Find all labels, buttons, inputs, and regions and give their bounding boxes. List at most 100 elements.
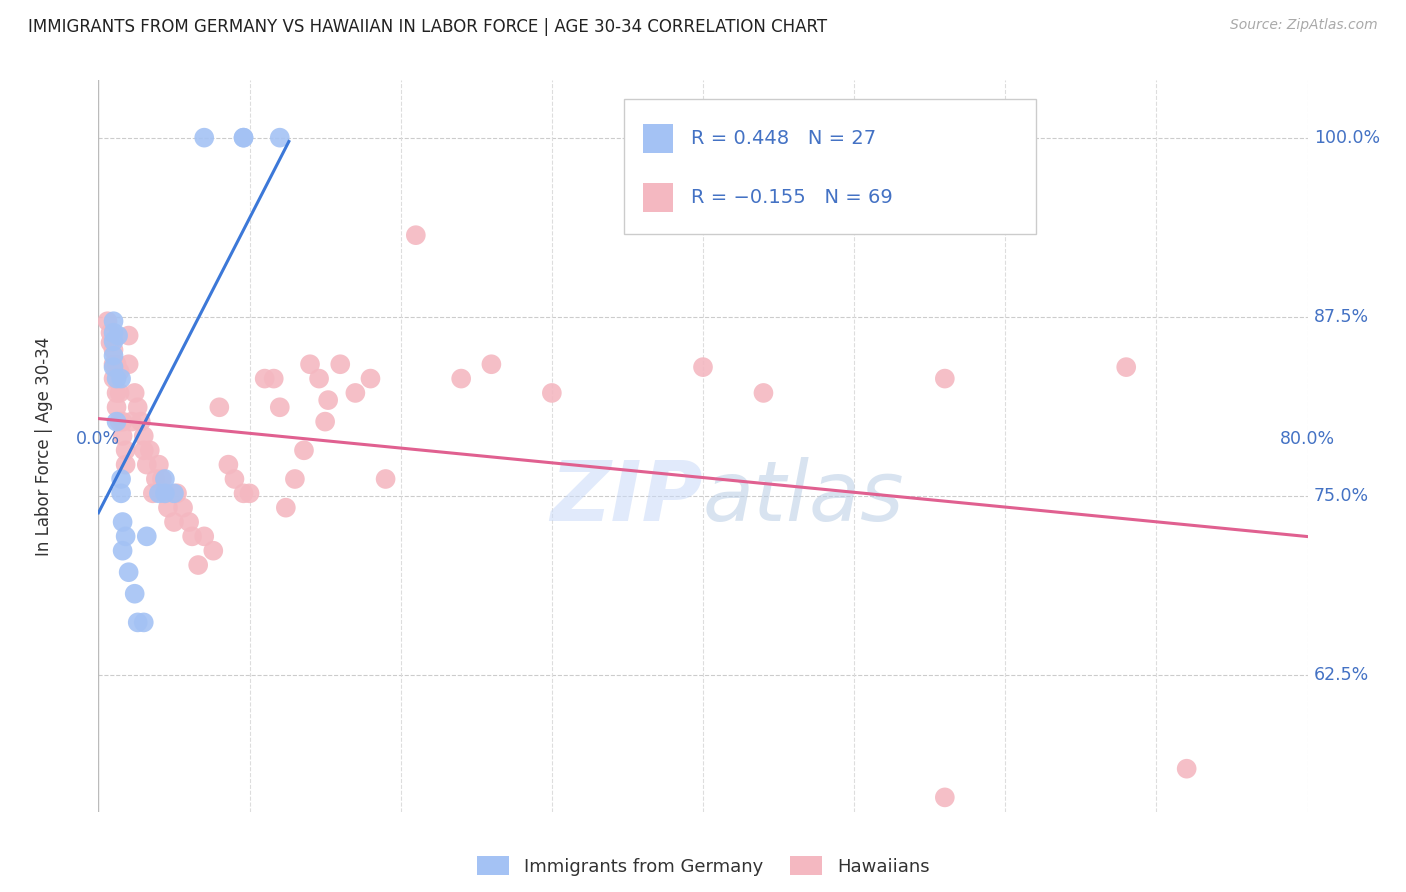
Point [232, 130, 254, 145]
Point [752, 386, 775, 401]
Point [108, 364, 131, 378]
Point [329, 357, 352, 371]
Point [118, 357, 141, 371]
Point [292, 443, 315, 458]
Point [153, 486, 176, 500]
Point [148, 458, 170, 472]
Text: 100.0%: 100.0% [1313, 128, 1379, 146]
Point [153, 486, 176, 500]
Point [239, 486, 262, 500]
Point [114, 443, 136, 458]
Point [314, 415, 336, 429]
Text: R = −0.155   N = 69: R = −0.155 N = 69 [690, 188, 893, 207]
Bar [643, 124, 672, 153]
Point [193, 130, 215, 145]
Point [127, 615, 149, 630]
Point [103, 357, 125, 371]
Point [274, 500, 297, 515]
Point [135, 458, 157, 472]
Point [450, 371, 472, 385]
Point [269, 401, 291, 415]
Point [135, 529, 157, 543]
Point [405, 228, 427, 243]
Point [308, 371, 330, 385]
Point [232, 486, 254, 500]
Point [166, 486, 188, 500]
Point [103, 349, 125, 363]
Point [934, 790, 956, 805]
Point [344, 386, 367, 401]
Point [217, 458, 239, 472]
Text: 62.5%: 62.5% [1313, 666, 1369, 684]
Point [103, 343, 125, 357]
Point [163, 486, 186, 500]
Point [103, 314, 125, 328]
Point [96, 314, 118, 328]
Point [934, 371, 956, 385]
Point [105, 386, 128, 401]
Point [145, 472, 167, 486]
Point [108, 386, 131, 401]
Text: 80.0%: 80.0% [1279, 430, 1336, 448]
Point [374, 472, 396, 486]
Point [1115, 360, 1137, 375]
Point [193, 529, 215, 543]
Point [100, 326, 122, 340]
Point [114, 529, 136, 543]
Point [132, 615, 155, 630]
Point [110, 371, 132, 385]
Point [142, 486, 165, 500]
Point [153, 472, 176, 486]
Point [150, 472, 173, 486]
Point [100, 335, 122, 350]
Text: 87.5%: 87.5% [1313, 308, 1369, 326]
Point [121, 415, 143, 429]
Point [129, 415, 152, 429]
Point [540, 386, 562, 401]
Point [232, 130, 254, 145]
Point [108, 415, 131, 429]
Text: ZIP: ZIP [550, 457, 703, 538]
Point [103, 334, 125, 349]
Point [360, 371, 382, 385]
Point [253, 371, 276, 385]
Point [202, 543, 225, 558]
Point [163, 515, 186, 529]
Text: 75.0%: 75.0% [1313, 487, 1369, 505]
Point [481, 357, 503, 371]
Point [103, 371, 125, 385]
Point [692, 360, 714, 375]
Point [187, 558, 209, 572]
Point [132, 443, 155, 458]
Point [127, 401, 149, 415]
Point [269, 130, 291, 145]
Point [103, 326, 125, 340]
Point [263, 371, 285, 385]
Point [148, 486, 170, 500]
Point [111, 515, 134, 529]
Point [110, 472, 132, 486]
Point [111, 415, 134, 429]
Text: Source: ZipAtlas.com: Source: ZipAtlas.com [1230, 18, 1378, 32]
Point [110, 486, 132, 500]
Point [118, 565, 141, 579]
Point [208, 401, 231, 415]
Point [284, 472, 307, 486]
Point [107, 328, 129, 343]
FancyBboxPatch shape [624, 99, 1035, 234]
Point [105, 357, 128, 371]
Point [105, 371, 128, 385]
Point [105, 401, 128, 415]
Point [105, 415, 128, 429]
Text: R = 0.448   N = 27: R = 0.448 N = 27 [690, 129, 876, 148]
Point [139, 443, 162, 458]
Point [118, 328, 141, 343]
Point [111, 543, 134, 558]
Point [316, 393, 339, 408]
Text: In Labor Force | Age 30-34: In Labor Force | Age 30-34 [35, 336, 53, 556]
Point [299, 357, 322, 371]
Bar [643, 183, 672, 212]
Point [132, 429, 155, 443]
Point [181, 529, 204, 543]
Point [224, 472, 246, 486]
